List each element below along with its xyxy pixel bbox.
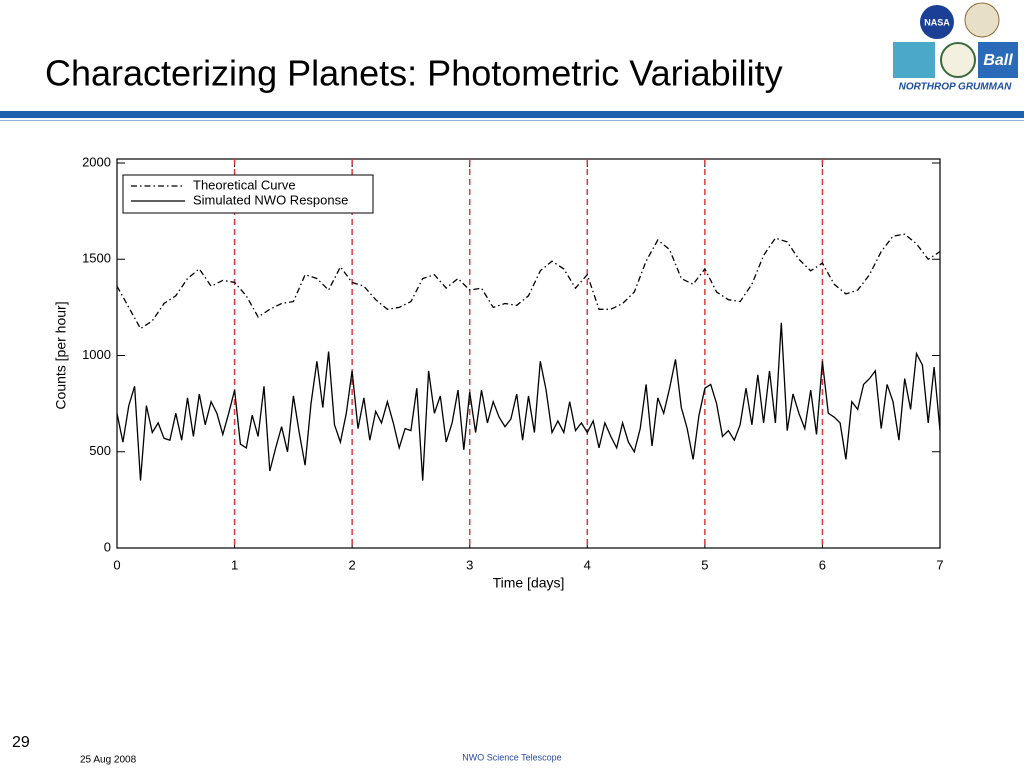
legend-label: Simulated NWO Response xyxy=(193,192,348,207)
x-tick-label: 5 xyxy=(701,557,708,572)
page-number: 29 xyxy=(12,734,30,751)
header-bar xyxy=(0,111,1024,118)
x-tick-label: 1 xyxy=(231,557,238,572)
ball-logo-text: Ball xyxy=(983,52,1013,69)
footer-date: 25 Aug 2008 xyxy=(80,755,137,766)
nasa-logo xyxy=(920,5,954,39)
slide-title: Characterizing Planets: Photometric Vari… xyxy=(45,53,783,94)
x-tick-label: 4 xyxy=(584,557,591,572)
x-tick-label: 6 xyxy=(819,557,826,572)
header-rule xyxy=(0,120,1024,121)
y-tick-label: 2000 xyxy=(82,154,111,169)
chart: 0 500 1000 1500 2000 0 1 2 3 4 5 6 7 Time [days] Count… xyxy=(53,154,944,590)
data-line xyxy=(116,322,941,481)
university-logo xyxy=(964,2,1000,38)
x-axis-label: Time [days] xyxy=(493,575,565,591)
x-tick-label: 7 xyxy=(936,557,943,572)
legend-label: Theoretical Curve xyxy=(193,177,296,192)
x-tick-label: 2 xyxy=(349,557,356,572)
x-tick-label: 3 xyxy=(466,557,473,572)
y-tick-label: 500 xyxy=(89,443,111,458)
y-tick-label: 0 xyxy=(104,539,111,554)
northrop-logo-text: NORTHROP GRUMMAN xyxy=(899,82,1013,93)
legend-box xyxy=(122,174,374,214)
goddard-logo xyxy=(893,42,935,78)
y-tick-label: 1000 xyxy=(82,347,111,362)
y-tick-label: 1500 xyxy=(82,251,111,266)
seal-logo xyxy=(940,42,976,78)
plot-frame xyxy=(116,158,941,549)
x-tick-label: 0 xyxy=(113,557,120,572)
nasa-logo-text: NASA xyxy=(924,17,950,27)
y-axis-label: Counts [per hour] xyxy=(53,301,69,409)
footer-title: NWO Science Telescope xyxy=(462,752,561,762)
data-line xyxy=(116,233,941,330)
ball-logo xyxy=(978,42,1018,78)
